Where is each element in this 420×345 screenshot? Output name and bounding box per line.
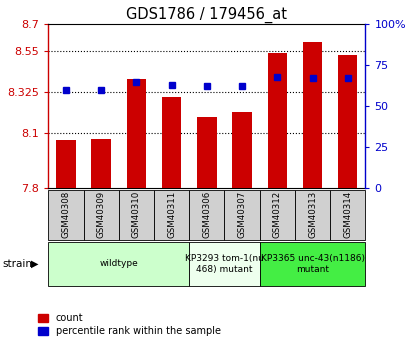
Bar xyxy=(127,79,146,188)
Text: GSM40312: GSM40312 xyxy=(273,191,282,238)
Text: ▶: ▶ xyxy=(31,259,38,269)
Bar xyxy=(260,241,365,286)
Bar xyxy=(84,190,119,240)
Bar xyxy=(48,190,84,240)
Bar xyxy=(338,55,357,188)
Title: GDS1786 / 179456_at: GDS1786 / 179456_at xyxy=(126,7,287,23)
Text: GSM40310: GSM40310 xyxy=(132,191,141,238)
Bar xyxy=(330,190,365,240)
Bar xyxy=(260,190,295,240)
Bar xyxy=(56,140,76,188)
Text: GSM40314: GSM40314 xyxy=(343,191,352,238)
Text: KP3365 unc-43(n1186)
mutant: KP3365 unc-43(n1186) mutant xyxy=(260,254,365,274)
Bar xyxy=(162,97,181,188)
Bar xyxy=(303,42,322,188)
Bar xyxy=(268,53,287,188)
Text: GSM40309: GSM40309 xyxy=(97,191,106,238)
Bar xyxy=(295,190,330,240)
Bar xyxy=(232,111,252,188)
Text: GSM40313: GSM40313 xyxy=(308,191,317,238)
Bar xyxy=(197,117,217,188)
Text: GSM40308: GSM40308 xyxy=(61,191,71,238)
Bar xyxy=(92,139,111,188)
Bar xyxy=(189,241,260,286)
Bar xyxy=(189,190,224,240)
Bar xyxy=(48,241,189,286)
Legend: count, percentile rank within the sample: count, percentile rank within the sample xyxy=(34,309,225,340)
Text: GSM40311: GSM40311 xyxy=(167,191,176,238)
Text: GSM40306: GSM40306 xyxy=(202,191,211,238)
Text: wildtype: wildtype xyxy=(100,259,138,268)
Text: GSM40307: GSM40307 xyxy=(238,191,247,238)
Bar xyxy=(154,190,189,240)
Bar xyxy=(119,190,154,240)
Text: KP3293 tom-1(nu
468) mutant: KP3293 tom-1(nu 468) mutant xyxy=(185,254,264,274)
Bar xyxy=(224,190,260,240)
Text: strain: strain xyxy=(2,259,32,269)
